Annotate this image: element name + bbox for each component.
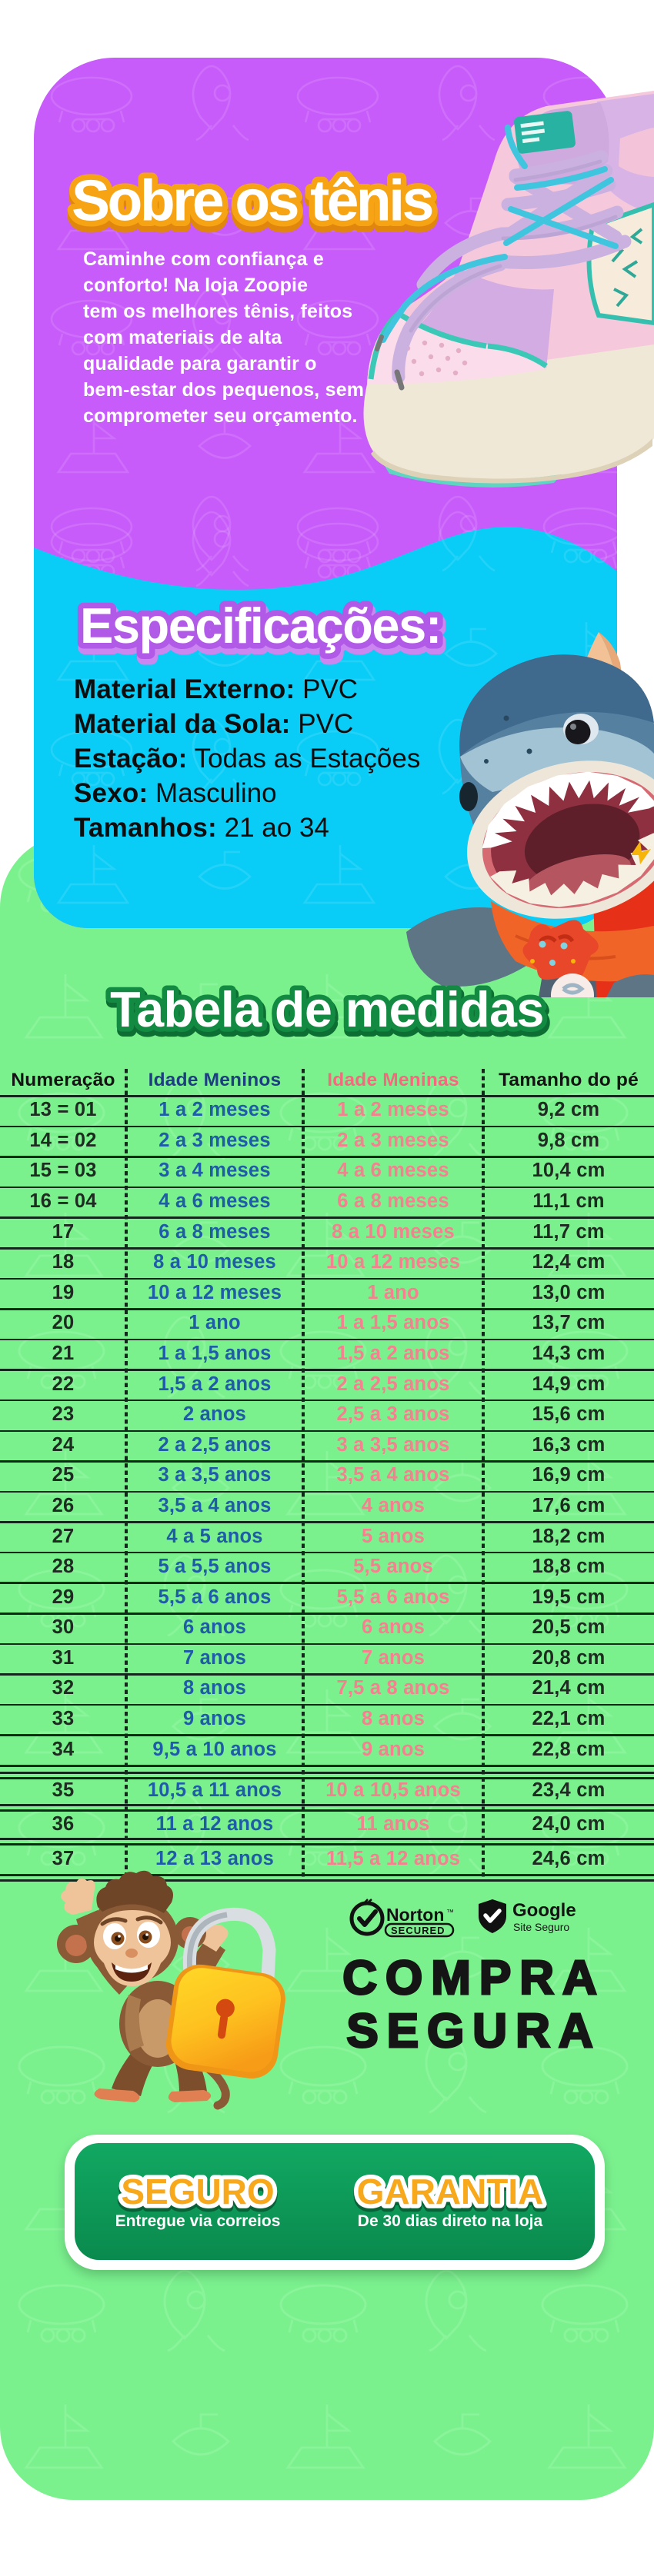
svg-text:De 30 dias direto na loja: De 30 dias direto na loja (358, 2212, 543, 2230)
svg-text:Google: Google (512, 1900, 576, 1921)
svg-text:™: ™ (446, 1909, 454, 1917)
svg-text:Especificações:: Especificações: (82, 602, 442, 658)
svg-text:Tabela de medidas: Tabela de medidas (110, 982, 544, 1037)
svg-text:SEGURO: SEGURO (121, 2172, 274, 2212)
svg-text:SEGURO: SEGURO (121, 2175, 274, 2215)
svg-text:GARANTIA: GARANTIA (357, 2175, 544, 2215)
svg-text:SECURED: SECURED (391, 1925, 445, 1936)
svg-text:Sobre os tênis: Sobre os tênis (72, 168, 432, 233)
svg-text:Especificações:: Especificações: (80, 597, 441, 654)
svg-text:GARANTIA: GARANTIA (357, 2172, 544, 2212)
svg-text:Norton: Norton (386, 1905, 444, 1925)
svg-text:Sobre os tênis: Sobre os tênis (72, 174, 432, 238)
svg-text:Entregue via correios: Entregue via correios (115, 2212, 281, 2230)
svg-text:Site Seguro: Site Seguro (513, 1921, 569, 1933)
svg-text:Tabela de medidas: Tabela de medidas (112, 986, 546, 1041)
